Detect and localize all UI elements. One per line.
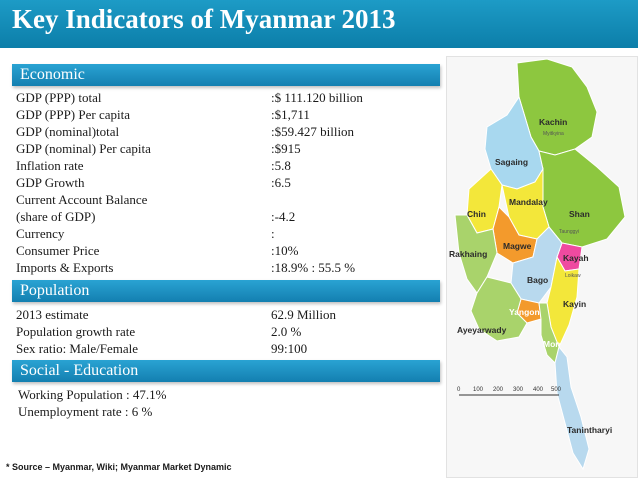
unemployment-rate-line: Unemployment rate : 6 % [18,404,153,419]
indicator-label: GDP (nominal)total [16,124,120,139]
table-row: Consumer Price :10% [16,242,436,259]
indicator-label: GDP (PPP) total [16,90,102,105]
indicator-label: (share of GDP) [16,209,96,224]
indicator-value: :5.8 [271,158,291,173]
indicator-value: :6.5 [271,175,291,190]
label-kayah: Kayah [563,253,589,263]
indicator-label: Population growth rate [16,324,136,339]
title-bar: Key Indicators of Myanmar 2013 [0,0,638,50]
table-row: Currency : [16,225,436,242]
indicator-value: 62.9 Million [271,307,337,322]
scale-tick: 300 [513,387,524,393]
region-tanintharyi [554,345,590,471]
table-row: GDP Growth :6.5 [16,174,436,191]
label-rakhaing: Rakhaing [449,249,487,259]
scale-bar: 0 100 200 300 400 500 [457,387,562,396]
indicator-value: :$59.427 billion [271,124,355,139]
scale-tick: 500 [551,387,562,393]
table-row: Imports & Exports :18.9% : 55.5 % [16,259,436,276]
scale-tick: 400 [533,387,544,393]
indicator-value: :$ 111.120 billion [271,90,363,105]
table-row: Population growth rate 2.0 % [16,323,436,340]
indicator-label: Consumer Price [16,243,100,258]
region-rakhaing [454,214,498,294]
social-header-label: Social - Education [20,362,139,379]
indicator-label: Inflation rate [16,158,84,173]
city-loikaw: Loikaw [565,273,581,279]
indicator-value: 99:100 [271,341,308,356]
label-sagaing: Sagaing [495,157,528,167]
label-mandalay: Mandalay [509,197,548,207]
indicator-value: :-4.2 [271,209,296,224]
indicator-label: Imports & Exports [16,260,114,275]
economic-section-header: Economic [12,64,440,86]
indicator-value: : [271,226,275,241]
population-section-header: Population [12,280,440,302]
table-row: 2013 estimate 62.9 Million [16,306,436,323]
label-yangon: Yangon [509,307,540,317]
indicator-label: GDP (PPP) Per capita [16,107,130,122]
label-mon: Mon [543,339,560,349]
label-kayin: Kayin [563,299,586,309]
label-ayeyarwady: Ayeyarwady [457,325,507,335]
table-row: GDP (nominal)total :$59.427 billion [16,123,436,140]
label-shan: Shan [569,209,590,219]
label-magwe: Magwe [503,241,532,251]
indicator-label: GDP Growth [16,175,85,190]
table-row: GDP (nominal) Per capita :$915 [16,140,436,157]
indicator-label: Sex ratio: Male/Female [16,341,139,356]
scale-tick: 0 [457,387,461,393]
table-row: GDP (PPP) Per capita :$1,711 [16,106,436,123]
label-kachin: Kachin [539,117,567,127]
table-row: Sex ratio: Male/Female 99:100 [16,340,436,357]
city-taunggyi: Taunggyi [559,229,579,235]
scale-tick: 100 [473,387,484,393]
social-section-header: Social - Education [12,360,440,382]
source-note: * Source – Myanmar, Wiki; Myanmar Market… [6,462,232,472]
population-header-label: Population [20,282,90,299]
working-population-line: Working Population : 47.1% [18,387,167,402]
map-svg: Kachin Sagaing Shan Chin Mandalay Magwe … [449,58,626,471]
indicator-label: 2013 estimate [16,307,89,322]
indicator-value: :$1,711 [271,107,310,122]
indicator-value: :18.9% : 55.5 % [271,260,356,275]
label-tanintharyi: Tanintharyi [567,425,612,435]
scale-tick: 200 [493,387,504,393]
table-row: (share of GDP) :-4.2 [16,208,436,225]
table-row: GDP (PPP) total :$ 111.120 billion [16,89,436,106]
myanmar-map: Kachin Sagaing Shan Chin Mandalay Magwe … [446,56,638,478]
indicator-value: :$915 [271,141,301,156]
label-chin: Chin [467,209,486,219]
label-bago: Bago [527,275,548,285]
page-title: Key Indicators of Myanmar 2013 [12,4,396,34]
indicator-value: :10% [271,243,299,258]
indicator-label: Current Account Balance [16,192,148,207]
table-row: Current Account Balance [16,191,436,208]
region-ayeyarwady [470,276,528,342]
region-kayin [546,255,580,349]
indicator-label: GDP (nominal) Per capita [16,141,151,156]
economic-header-label: Economic [20,66,85,83]
indicator-label: Currency [16,226,65,241]
city-myitkyina: Myitkyina [543,131,564,137]
table-row: Inflation rate :5.8 [16,157,436,174]
indicator-value: 2.0 % [271,324,302,339]
